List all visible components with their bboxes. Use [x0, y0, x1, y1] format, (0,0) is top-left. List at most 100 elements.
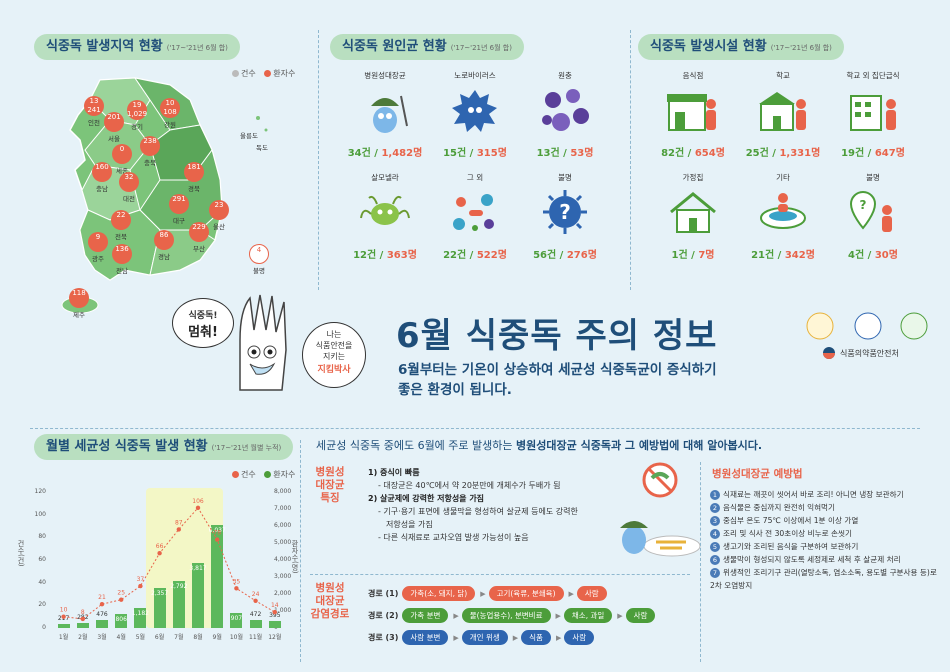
cases-point [138, 583, 143, 589]
month-label: 10월 [229, 634, 243, 641]
left-tick-label: 100 [34, 510, 46, 518]
facility-unknown: 불명 ? 4건 / 30명 [828, 172, 918, 261]
patients-bar [96, 619, 108, 628]
salmonella-icon [360, 195, 410, 225]
cases-line-layer: 10 8 21 25 37 66 87 106 78 35 24 14 [60, 498, 279, 622]
right-tick-label: 3,000 [274, 573, 292, 580]
left-tick-label: 40 [38, 578, 46, 586]
map-pin-gyeonggi: 19 1,029 경기 [127, 100, 148, 131]
ecoli-mascot-icon [371, 95, 408, 133]
facility-etc: 기타 21건 / 342명 [751, 173, 815, 261]
route-chip: 사람 분변 [402, 630, 449, 645]
office-building-icon [850, 95, 896, 131]
cases-value-label: 106 [192, 498, 204, 505]
patients-bar [230, 612, 243, 628]
features-list: 1) 증식이 빠름 - 대장균은 40℃에서 약 20분만에 개체수가 두배가 … [368, 468, 578, 542]
map-pin-incheon: 13 241 인천 [83, 96, 105, 127]
prevention-item: 1 식재료는 깨끗이 씻어서 바로 조리! 아니면 냉장 보관하기 [710, 488, 938, 501]
patients-bar [115, 614, 128, 628]
region-section-title: 식중독 발생지역 현황 ('17~'21년 6월 합) [34, 34, 240, 60]
pathogen-norovirus: 노로바이러스 15건 / 315명 [443, 71, 507, 159]
route-chip: 가축(소, 돼지, 닭) [402, 586, 476, 601]
map-pin-daejeon: 32 대전 [118, 172, 140, 203]
map-pin-ulsan: 23 울산 [208, 200, 230, 231]
svg-text:?: ? [860, 198, 867, 212]
chart-legend: 건수 환자수 [226, 469, 295, 480]
svg-text:?: ? [559, 200, 571, 224]
other-germs-icon [453, 194, 494, 231]
route-chip: 사람 [564, 630, 595, 645]
month-label: 9월 [212, 634, 222, 641]
cases-value-label: 66 [156, 543, 164, 550]
left-tick-label: 20 [38, 601, 46, 609]
route-2: 경로 (2) 가축 분변 ▶ 물(농업용수), 분변비료 ▶ 채소, 과일 ▶ 사람 [368, 608, 657, 623]
map-pin-gwangju: 9 광주 [87, 232, 109, 263]
patients-value-label: 907 [230, 614, 243, 622]
cases-point [80, 616, 86, 622]
route-chip: 사람 [576, 586, 607, 601]
unknown-virus-icon: ? [543, 190, 587, 234]
patients-bar [172, 580, 185, 628]
month-label: 7월 [174, 634, 184, 641]
facility-section-title: 식중독 발생시설 현황 ('17~'21년 6월 합) [638, 34, 844, 60]
cases-point [157, 551, 162, 556]
month-label: 8월 [193, 634, 203, 641]
patients-value-label: 395 [269, 612, 281, 620]
map-pin-jeonnam: 136 전남 [111, 244, 133, 275]
month-label: 11월 [249, 634, 263, 641]
restaurant-icon [667, 94, 716, 131]
month-label: 5월 [135, 634, 146, 641]
left-tick-label: 0 [42, 624, 46, 631]
route-chip: 개인 위생 [461, 630, 508, 645]
right-tick-label: 6,000 [274, 522, 292, 529]
cases-value-label: 24 [252, 591, 260, 598]
prevention-item: 5 생고기와 조리된 음식을 구분하여 보관하기 [710, 540, 938, 553]
route-1: 경로 (1) 가축(소, 돼지, 닭) ▶ 고기(육류, 분쇄육) ▶ 사람 [368, 586, 609, 601]
pathogen-salmonella: 살모넬라 12건 / 363명 [353, 173, 417, 261]
left-tick-label: 80 [38, 533, 46, 541]
prevention-list: 1 식재료는 깨끗이 씻어서 바로 조리! 아니면 냉장 보관하기 2 음식물은 중… [710, 488, 938, 592]
mascot-doctor-glove [239, 294, 287, 391]
month-label: 12월 [268, 634, 282, 641]
cases-value-label: 8 [81, 609, 85, 616]
prevention-item: 3 중심부 온도 75℃ 이상에서 1분 이상 가열 [710, 514, 938, 527]
patients-value-label: 3,817 [189, 565, 207, 573]
pathogen-unknown: 불명 ? 56건 / 276명 [533, 173, 597, 261]
patients-bar [134, 607, 147, 628]
monthly-chart: 02040608010012001,0002,0003,0004,0005,00… [0, 0, 320, 672]
patients-value-label: 806 [115, 616, 127, 624]
cases-point [176, 527, 181, 532]
map-pin-daegu: 291 대구 [168, 194, 190, 225]
patients-bar [192, 563, 204, 628]
patients-value-label: 2,357 [151, 589, 169, 597]
cases-value-label: 87 [175, 519, 183, 526]
month-label: 4월 [116, 634, 126, 641]
facility-school: 학교 25건 / 1,331명 [745, 71, 821, 159]
cases-value-label: 10 [60, 607, 68, 614]
island-ulleungdo: 울릉도 [240, 132, 258, 140]
map-pin-sejong: 0 세종 [111, 144, 133, 175]
cases-point [195, 505, 201, 511]
page-title: 6월 식중독 주의 정보 [396, 316, 718, 356]
cases-value-label: 14 [271, 602, 279, 609]
cases-value-label: 37 [137, 576, 145, 583]
pool-table-icon [760, 193, 806, 229]
right-axis-label: 환자수(명) [291, 540, 299, 574]
month-label: 2월 [78, 634, 88, 641]
cases-value-label: 78 [213, 530, 221, 537]
map-pin-jeju: 118 제주 [68, 288, 90, 319]
house-icon [670, 192, 716, 233]
month-label: 1월 [58, 634, 69, 641]
route-chip: 사람 [625, 608, 656, 623]
map-pin-unknown: 4 불명 [248, 244, 270, 275]
org-name: 식품의약품안전처 [840, 349, 899, 358]
prevention-title: 병원성대장균 예방법 [712, 468, 803, 480]
map-pin-gangwon: 10 108 강원 [159, 98, 181, 129]
cases-point [119, 597, 124, 602]
right-tick-label: 5,000 [274, 539, 292, 546]
unknown-location-icon: ? [849, 190, 892, 232]
map-pin-jeonbuk: 22 전북 [110, 210, 132, 241]
patients-bar [153, 587, 166, 628]
prevention-item: 4 조리 및 식사 전 30초이상 비누로 손씻기 [710, 527, 938, 540]
patients-bar [57, 624, 70, 628]
